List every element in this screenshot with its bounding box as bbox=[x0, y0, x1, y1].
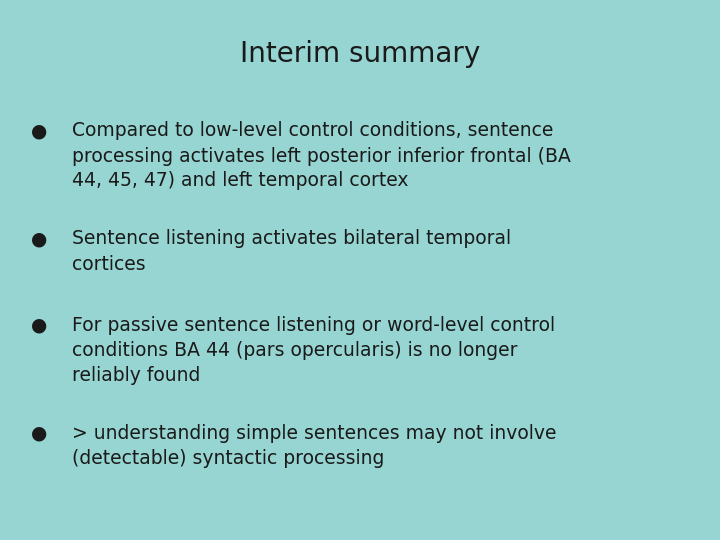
Text: Interim summary: Interim summary bbox=[240, 40, 480, 69]
Text: Compared to low-level control conditions, sentence
processing activates left pos: Compared to low-level control conditions… bbox=[72, 122, 571, 191]
Text: Sentence listening activates bilateral temporal
cortices: Sentence listening activates bilateral t… bbox=[72, 230, 511, 273]
Text: ●: ● bbox=[32, 424, 48, 443]
Text: ●: ● bbox=[32, 316, 48, 335]
Text: ●: ● bbox=[32, 122, 48, 140]
Text: > understanding simple sentences may not involve
(detectable) syntactic processi: > understanding simple sentences may not… bbox=[72, 424, 557, 468]
Text: For passive sentence listening or word-level control
conditions BA 44 (pars oper: For passive sentence listening or word-l… bbox=[72, 316, 555, 385]
Text: ●: ● bbox=[32, 230, 48, 248]
